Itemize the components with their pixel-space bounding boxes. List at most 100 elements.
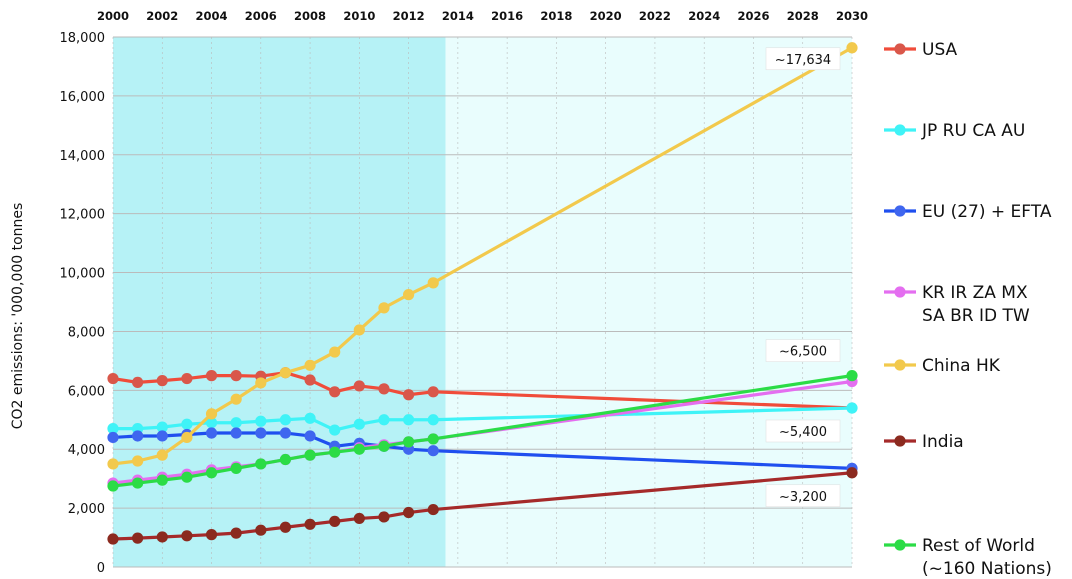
y-tick-label: 2,000: [68, 502, 105, 517]
data-point: [846, 467, 858, 479]
x-tick-label: 2020: [590, 9, 622, 23]
x-tick-label: 2000: [97, 9, 129, 23]
data-point: [107, 480, 119, 492]
data-point: [427, 433, 439, 445]
y-tick-label: 10,000: [60, 267, 106, 282]
y-tick-label: 14,000: [60, 149, 106, 164]
data-point: [427, 445, 439, 457]
data-point: [107, 533, 119, 545]
data-point: [329, 424, 341, 436]
data-point: [304, 449, 316, 461]
data-point: [846, 370, 858, 382]
data-point: [156, 375, 168, 387]
x-tick-label: 2002: [146, 9, 178, 23]
legend-label: SA BR ID TW: [922, 306, 1030, 326]
annotation-box: [765, 339, 841, 362]
y-tick-label: 8,000: [68, 325, 105, 340]
legend-label: India: [922, 432, 964, 452]
data-point: [205, 529, 218, 541]
legend-label: USA: [922, 40, 958, 60]
data-point: [132, 430, 144, 442]
data-point: [304, 374, 316, 386]
y-tick-label: 16,000: [60, 90, 106, 105]
data-point: [107, 372, 119, 385]
data-point: [181, 372, 193, 385]
x-tick-label: 2026: [737, 9, 769, 23]
data-point: [427, 503, 439, 516]
x-tick-label: 2030: [836, 9, 868, 23]
annotation-label: ~5,400: [779, 425, 827, 440]
data-point: [427, 386, 439, 398]
data-point: [255, 458, 267, 470]
data-point: [279, 367, 292, 379]
data-point: [230, 370, 242, 382]
data-point: [156, 430, 168, 442]
x-tick-label: 2022: [639, 9, 671, 23]
data-point: [353, 418, 365, 430]
data-point: [353, 324, 365, 336]
x-tick-label: 2012: [393, 9, 425, 23]
data-point: [427, 414, 439, 426]
data-point: [329, 386, 341, 398]
data-point: [230, 427, 242, 439]
data-point: [304, 359, 316, 371]
data-point: [353, 512, 365, 525]
legend-marker: [894, 124, 906, 136]
annotation-label: ~17,634: [775, 53, 831, 68]
data-point: [378, 440, 390, 452]
data-point: [255, 427, 267, 439]
data-point: [403, 436, 415, 448]
data-point: [279, 521, 292, 533]
data-point: [255, 524, 267, 536]
data-point: [156, 474, 168, 486]
data-point: [329, 446, 341, 458]
data-point: [132, 477, 144, 489]
data-point: [205, 408, 218, 420]
data-point: [156, 421, 168, 433]
data-point: [230, 527, 242, 539]
data-point: [353, 443, 365, 455]
data-point: [181, 418, 193, 430]
data-point: [304, 518, 316, 530]
data-point: [427, 277, 439, 289]
data-point: [205, 370, 218, 382]
y-tick-label: 0: [97, 561, 105, 576]
data-point: [156, 531, 168, 543]
legend-marker: [894, 286, 906, 298]
data-point: [403, 414, 415, 426]
x-tick-label: 2024: [688, 9, 720, 23]
data-point: [132, 532, 144, 544]
data-point: [255, 415, 267, 427]
legend-marker: [894, 43, 906, 55]
legend-label: Rest of World: [922, 536, 1035, 556]
data-point: [230, 462, 242, 474]
data-point: [255, 377, 267, 389]
annotation-label: ~6,500: [779, 345, 827, 360]
data-point: [329, 515, 341, 527]
data-point: [403, 289, 415, 301]
data-point: [230, 393, 242, 405]
legend-label: EU (27) + EFTA: [922, 202, 1052, 222]
annotation-label: ~3,200: [779, 490, 827, 505]
x-tick-label: 2008: [294, 9, 326, 23]
data-point: [107, 423, 119, 435]
data-point: [329, 346, 341, 358]
data-point: [353, 380, 365, 392]
data-point: [378, 414, 390, 426]
legend-marker: [894, 435, 906, 447]
x-tick-label: 2028: [787, 9, 819, 23]
data-point: [403, 506, 415, 519]
legend-marker: [894, 359, 906, 371]
x-tick-label: 2004: [196, 9, 228, 23]
data-point: [846, 42, 858, 54]
data-point: [279, 427, 292, 439]
legend-label: KR IR ZA MX: [922, 283, 1028, 303]
annotation-box: [765, 47, 841, 71]
data-point: [279, 414, 292, 426]
data-point: [846, 402, 858, 414]
data-point: [107, 431, 119, 444]
annotation-box: [765, 484, 841, 508]
x-tick-label: 2006: [245, 9, 277, 23]
legend-label: (~160 Nations): [922, 559, 1052, 579]
